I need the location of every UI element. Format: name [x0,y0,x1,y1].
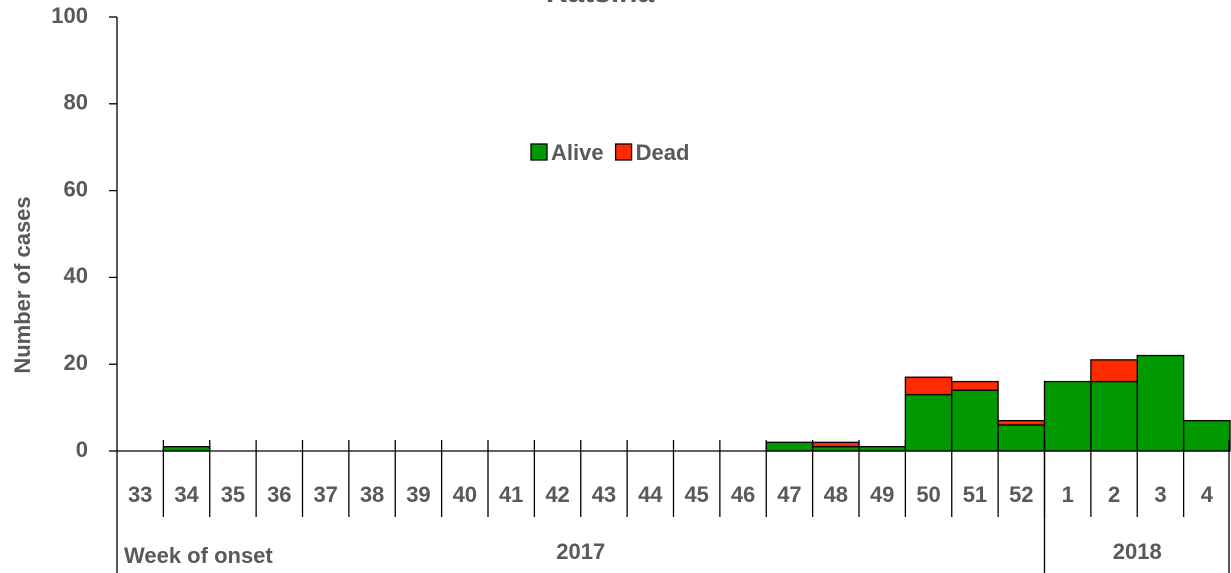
bar-segment [997,424,1046,452]
x-tick-label: 44 [638,482,663,507]
y-tick-label: 80 [64,90,88,115]
y-tick-label: 40 [64,263,88,288]
x-tick-label: 49 [870,482,894,507]
x-tick-label: 46 [731,482,755,507]
x-group-label: 2018 [1113,539,1162,564]
x-group-label: 2017 [556,539,605,564]
x-tick-label: 36 [267,482,291,507]
bar-segment [904,376,953,396]
bar-segment [904,393,953,452]
x-tick-label: 2 [1108,482,1120,507]
y-tick-label: 60 [64,176,88,201]
bar-segment [858,446,907,452]
x-tick-label: 33 [128,482,152,507]
x-tick-label: 50 [916,482,940,507]
x-tick-label: 35 [221,482,245,507]
bar-segment [765,441,814,452]
bar-segment [1182,419,1231,452]
y-axis-label: Number of cases [10,196,35,373]
x-tick-label: 41 [499,482,523,507]
y-tick-label: 100 [51,3,88,28]
bar-segment [997,419,1046,426]
x-tick-label: 37 [313,482,337,507]
x-tick-label: 40 [453,482,477,507]
x-tick-label: 47 [777,482,801,507]
bar-segment [811,446,860,452]
bar-segment [1090,380,1138,452]
x-tick-label: 48 [824,482,848,507]
x-tick-label: 42 [545,482,569,507]
chart-title: Katsina [546,0,655,9]
x-tick-label: 43 [592,482,616,507]
x-tick-label: 51 [963,482,987,507]
bar-segment [1043,380,1092,452]
x-tick-label: 34 [174,482,199,507]
x-tick-label: 38 [360,482,384,507]
y-tick-label: 20 [64,350,88,375]
legend-swatch [530,143,548,161]
bar-segment [811,441,860,448]
x-tick-label: 4 [1201,482,1214,507]
y-tick-label: 0 [76,437,88,462]
bar-segment [1136,354,1185,452]
bar-segment [951,389,999,452]
bar-segment [951,380,999,391]
legend-label: Dead [636,140,690,165]
legend-label: Alive [551,140,604,165]
x-tick-label: 45 [684,482,708,507]
x-tick-label: 1 [1062,482,1074,507]
x-tick-label: 3 [1154,482,1166,507]
x-axis-label: Week of onset [124,543,273,568]
x-tick-label: 39 [406,482,430,507]
legend-swatch [614,143,633,161]
x-tick-label: 52 [1009,482,1033,507]
bar-segment [1090,359,1138,383]
bar-segment [162,446,211,452]
